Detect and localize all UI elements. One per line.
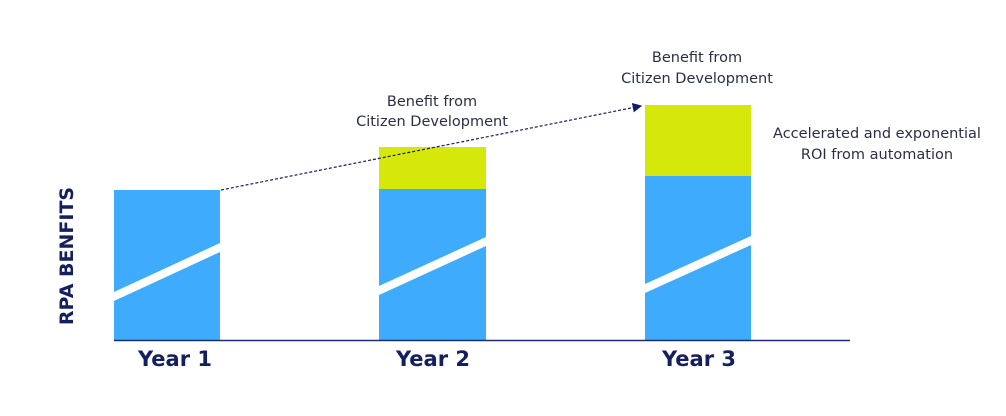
annotation-year2-benefit-line2: Citizen Development	[356, 114, 508, 130]
bar-year3-break-stripe	[645, 236, 751, 293]
annotation-roi-line2: ROI from automation	[801, 147, 953, 163]
annotation-year3-benefit-line1: Benefit from	[652, 50, 742, 66]
y-axis-label: RPA BENFITS	[56, 187, 78, 325]
bar-year2-citizen-dev	[379, 147, 486, 189]
x-label-year3: Year 3	[661, 347, 736, 371]
bar-year2-break-stripe	[379, 237, 486, 295]
bar-year3-rpa	[645, 176, 751, 340]
annotation-roi-line1: Accelerated and exponential	[773, 126, 981, 142]
bar-year3-citizen-dev	[645, 105, 751, 176]
annotation-year2-benefit-line1: Benefit from	[387, 94, 477, 110]
annotation-year3-benefit-line2: Citizen Development	[621, 71, 773, 87]
bar-year1-rpa	[114, 190, 220, 340]
x-label-year1: Year 1	[137, 347, 212, 371]
x-label-year2: Year 2	[395, 347, 470, 371]
bar-year1-break-stripe	[114, 243, 220, 301]
growth-arrow	[220, 102, 643, 191]
